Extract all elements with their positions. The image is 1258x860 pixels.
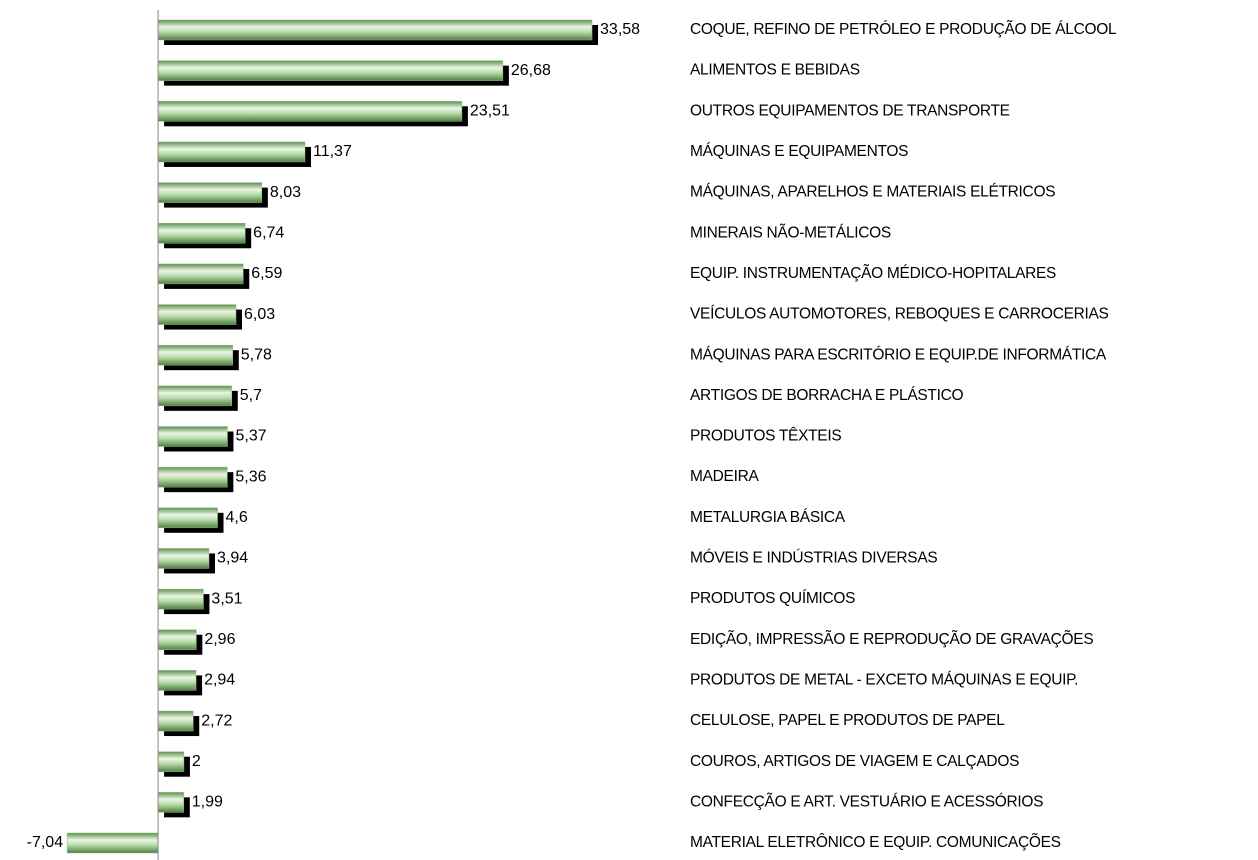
bar [157,426,228,447]
value-label: 6,59 [251,265,282,282]
bar [157,588,204,610]
value-label: 6,74 [253,224,284,241]
bar [157,670,197,691]
value-label: 5,78 [241,346,272,363]
category-label: EQUIP. INSTRUMENTAÇÃO MÉDICO-HOPITALARES [690,265,1056,282]
bar [157,60,504,81]
value-label: 5,7 [240,387,262,404]
value-label: 1,99 [192,794,223,811]
value-label: 2,72 [201,712,232,729]
category-label: ALIMENTOS E BEBIDAS [690,62,860,79]
bar [157,507,218,529]
value-label: 4,6 [226,509,248,526]
bar [157,548,210,569]
bar [157,344,234,366]
bar [157,223,246,244]
value-label: -7,04 [27,834,64,851]
category-label: VEÍCULOS AUTOMOTORES, REBOQUES E CARROCE… [690,306,1109,323]
category-label: MATERIAL ELETRÔNICO E EQUIP. COMUNICAÇÕE… [690,834,1061,851]
bar [157,710,194,732]
value-label: 11,37 [313,143,352,160]
bar [157,263,244,285]
category-label: COQUE, REFINO DE PETRÓLEO E PRODUÇÃO DE … [690,21,1117,38]
bar [66,832,159,854]
category-label: EDIÇÃO, IMPRESSÃO E REPRODUÇÃO DE GRAVAÇ… [690,631,1093,648]
value-label: 6,03 [244,306,275,323]
category-label: MÁQUINAS, APARELHOS E MATERIAIS ELÉTRICO… [690,184,1055,201]
bar [157,19,593,41]
category-label: MÁQUINAS PARA ESCRITÓRIO E EQUIP.DE INFO… [690,346,1107,363]
category-label: CONFECÇÃO E ART. VESTUÁRIO E ACESSÓRIOS [690,793,1043,810]
bar [157,629,197,650]
bar [157,304,237,325]
value-label: 3,51 [211,590,242,607]
category-label: MADEIRA [690,468,759,485]
bar [157,182,263,203]
category-label: MINERAIS NÃO-METÁLICOS [690,224,891,241]
category-label: COUROS, ARTIGOS DE VIAGEM E CALÇADOS [690,753,1019,770]
category-label: ARTIGOS DE BORRACHA E PLÁSTICO [690,387,963,404]
value-label: 2,94 [204,672,235,689]
category-label: CELULOSE, PAPEL E PRODUTOS DE PAPEL [690,712,1005,729]
category-label: PRODUTOS TÊXTEIS [690,428,841,445]
category-label: MÁQUINAS E EQUIPAMENTOS [690,143,908,160]
category-label: METALURGIA BÁSICA [690,509,846,526]
category-label: OUTROS EQUIPAMENTOS DE TRANSPORTE [690,102,1010,119]
value-label: 33,58 [600,21,640,38]
value-label: 2 [192,753,201,770]
value-label: 5,37 [235,428,266,445]
category-label: PRODUTOS QUÍMICOS [690,590,855,607]
value-label: 2,96 [204,631,235,648]
bar [157,101,463,122]
value-label: 23,51 [470,103,510,120]
bar [157,792,185,813]
value-label: 8,03 [270,184,301,201]
value-label: 5,36 [235,468,266,485]
bar [157,385,232,407]
category-label: MÓVEIS E INDÚSTRIAS DIVERSAS [690,550,937,567]
bar [157,141,306,163]
bar [157,466,228,488]
value-label: 3,94 [217,550,248,567]
bar [157,751,185,772]
category-label: PRODUTOS DE METAL - EXCETO MÁQUINAS E EQ… [690,671,1078,688]
value-label: 26,68 [511,62,551,79]
